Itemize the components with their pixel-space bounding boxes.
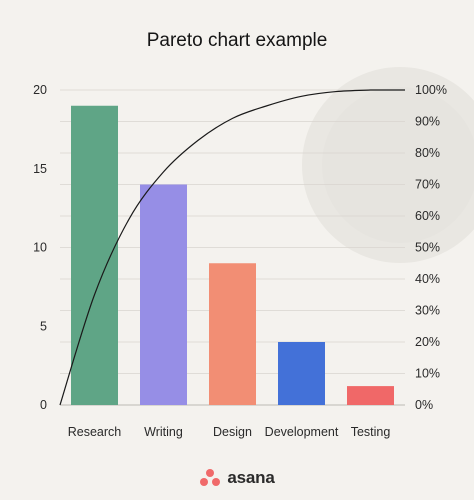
right-axis-ticks: 0% 10% 20% 30% 40% 50% 60% 70% 80% 90% 100% [415, 83, 447, 412]
brand-name: asana [227, 468, 275, 487]
y2-tick-label: 0% [415, 398, 433, 412]
chart-title: Pareto chart example [146, 30, 328, 51]
y2-tick-label: 50% [415, 241, 440, 255]
x-tick-label: Design [213, 425, 252, 439]
y2-tick-label: 40% [415, 272, 440, 286]
y-tick-label: 0 [40, 398, 47, 412]
x-tick-label: Research [68, 425, 122, 439]
cumulative-line [59, 89, 405, 406]
bar-writing [140, 184, 187, 405]
y2-tick-label: 90% [415, 115, 440, 129]
cumulative-percentage-line [59, 89, 405, 406]
y2-tick-label: 70% [415, 178, 440, 192]
y2-tick-label: 80% [415, 146, 440, 160]
y-tick-label: 20 [33, 83, 47, 97]
left-axis-ticks: 0 5 10 15 20 [33, 83, 47, 412]
y2-tick-label: 100% [415, 83, 447, 97]
bars [71, 105, 394, 405]
bar-design [209, 263, 256, 405]
asana-logo-icon [199, 469, 221, 487]
brand-logo: asana [0, 468, 474, 488]
x-tick-label: Testing [351, 425, 391, 439]
x-tick-label: Development [265, 425, 339, 439]
y-tick-label: 10 [33, 241, 47, 255]
y2-tick-label: 10% [415, 367, 440, 381]
category-labels: Research Writing Design Development Testing [68, 425, 391, 439]
y2-tick-label: 60% [415, 209, 440, 223]
x-tick-label: Writing [144, 425, 183, 439]
bar-testing [347, 386, 394, 405]
bar-development [278, 342, 325, 405]
y2-tick-label: 20% [415, 335, 440, 349]
y-tick-label: 5 [40, 319, 47, 333]
background-texture [302, 67, 474, 263]
y2-tick-label: 30% [415, 304, 440, 318]
y-tick-label: 15 [33, 162, 47, 176]
